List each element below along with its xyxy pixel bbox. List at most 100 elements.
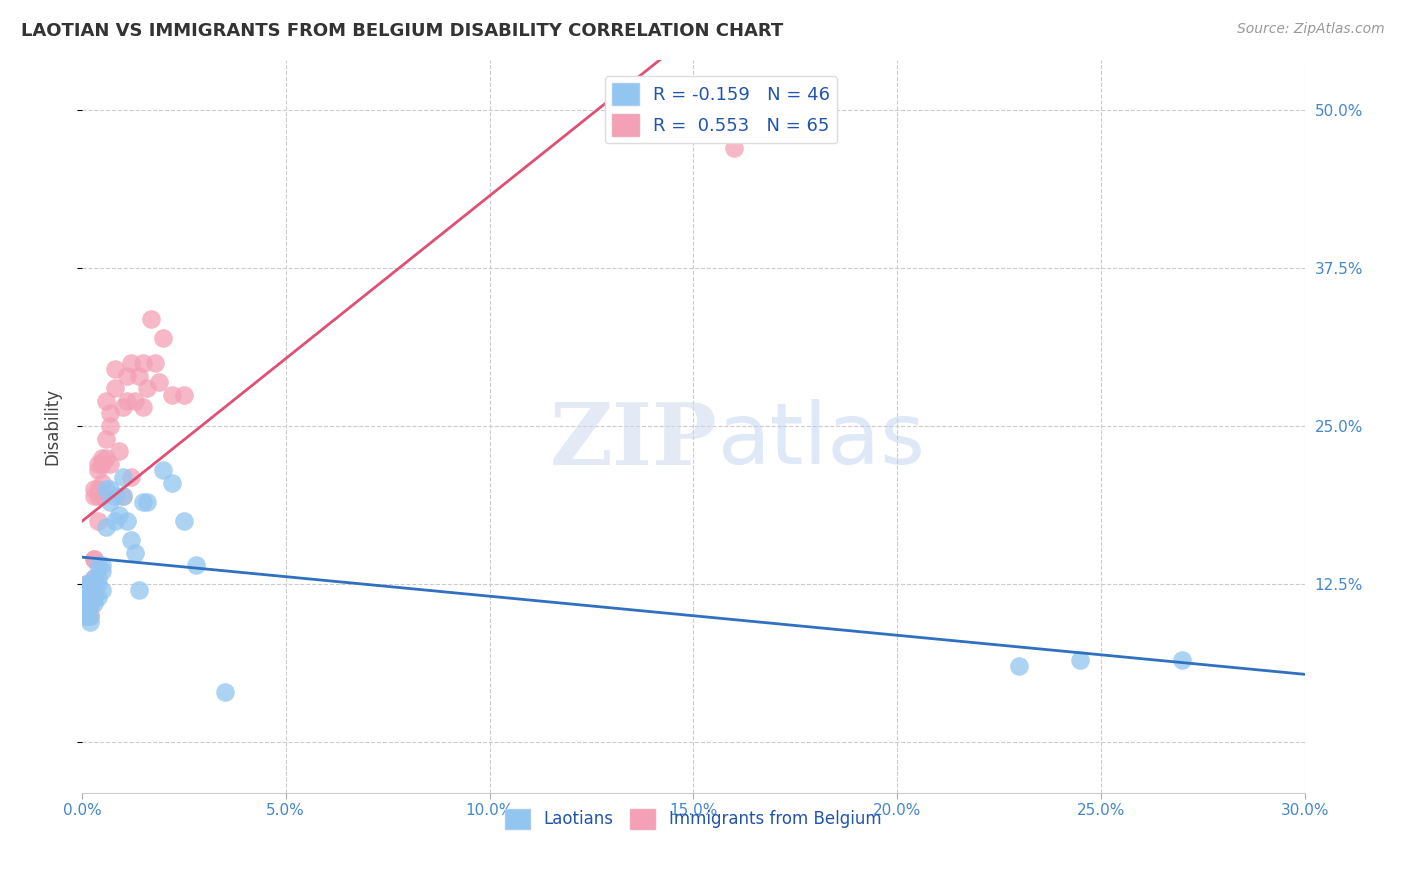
Point <box>87 571 110 585</box>
Point <box>100 419 122 434</box>
Point <box>115 393 138 408</box>
Point <box>128 583 150 598</box>
Point <box>87 514 110 528</box>
Point <box>83 551 105 566</box>
Point <box>96 393 118 408</box>
Point <box>103 514 125 528</box>
Point <box>124 393 146 408</box>
Point <box>75 608 97 623</box>
Point <box>132 495 155 509</box>
Point <box>75 577 97 591</box>
Point <box>79 608 101 623</box>
Point <box>141 311 163 326</box>
Point <box>124 545 146 559</box>
Point <box>1008 659 1031 673</box>
Point <box>75 608 97 623</box>
Point <box>1171 653 1194 667</box>
Point <box>136 381 159 395</box>
Text: LAOTIAN VS IMMIGRANTS FROM BELGIUM DISABILITY CORRELATION CHART: LAOTIAN VS IMMIGRANTS FROM BELGIUM DISAB… <box>21 22 783 40</box>
Point <box>75 602 97 616</box>
Point <box>152 331 174 345</box>
Point <box>75 596 97 610</box>
Point <box>214 684 236 698</box>
Point <box>75 596 97 610</box>
Point <box>75 583 97 598</box>
Point <box>1069 653 1091 667</box>
Point <box>75 596 97 610</box>
Point <box>79 615 101 629</box>
Point <box>111 469 134 483</box>
Point <box>132 356 155 370</box>
Point <box>87 590 110 604</box>
Point <box>83 590 105 604</box>
Point <box>96 520 118 534</box>
Point <box>83 551 105 566</box>
Point <box>87 558 110 573</box>
Point <box>100 495 122 509</box>
Point <box>87 489 110 503</box>
Point <box>75 590 97 604</box>
Point <box>173 387 195 401</box>
Point <box>79 590 101 604</box>
Point <box>75 583 97 598</box>
Point <box>103 489 125 503</box>
Point <box>79 596 101 610</box>
Point <box>83 583 105 598</box>
Point <box>91 565 114 579</box>
Point <box>87 483 110 497</box>
Point <box>79 583 101 598</box>
Point <box>83 583 105 598</box>
Point <box>79 577 101 591</box>
Point <box>128 368 150 383</box>
Point <box>75 590 97 604</box>
Point <box>75 608 97 623</box>
Point <box>79 583 101 598</box>
Point <box>75 590 97 604</box>
Point <box>83 596 105 610</box>
Point <box>83 489 105 503</box>
Point <box>120 469 142 483</box>
Point <box>87 463 110 477</box>
Text: ZIP: ZIP <box>550 399 717 483</box>
Point <box>79 583 101 598</box>
Legend: Laotians, Immigrants from Belgium: Laotians, Immigrants from Belgium <box>499 802 889 836</box>
Point <box>111 489 134 503</box>
Point <box>83 483 105 497</box>
Point <box>160 387 183 401</box>
Point <box>79 590 101 604</box>
Point <box>91 583 114 598</box>
Point <box>87 457 110 471</box>
Text: Source: ZipAtlas.com: Source: ZipAtlas.com <box>1237 22 1385 37</box>
Point <box>143 356 166 370</box>
Point <box>723 141 745 155</box>
Point <box>160 475 183 490</box>
Point <box>100 483 122 497</box>
Point <box>103 381 125 395</box>
Point <box>120 533 142 547</box>
Point <box>120 356 142 370</box>
Point <box>103 362 125 376</box>
Point <box>91 558 114 573</box>
Point <box>75 596 97 610</box>
Point <box>91 475 114 490</box>
Point <box>75 577 97 591</box>
Point <box>100 407 122 421</box>
Point <box>96 432 118 446</box>
Point <box>148 375 170 389</box>
Point <box>152 463 174 477</box>
Point <box>91 457 114 471</box>
Point <box>79 583 101 598</box>
Point <box>115 368 138 383</box>
Point <box>75 590 97 604</box>
Point <box>87 577 110 591</box>
Point <box>83 590 105 604</box>
Point <box>115 514 138 528</box>
Point <box>107 508 129 522</box>
Point <box>173 514 195 528</box>
Point <box>107 444 129 458</box>
Point <box>83 571 105 585</box>
Point <box>111 400 134 414</box>
Point <box>100 457 122 471</box>
Point <box>132 400 155 414</box>
Point <box>184 558 207 573</box>
